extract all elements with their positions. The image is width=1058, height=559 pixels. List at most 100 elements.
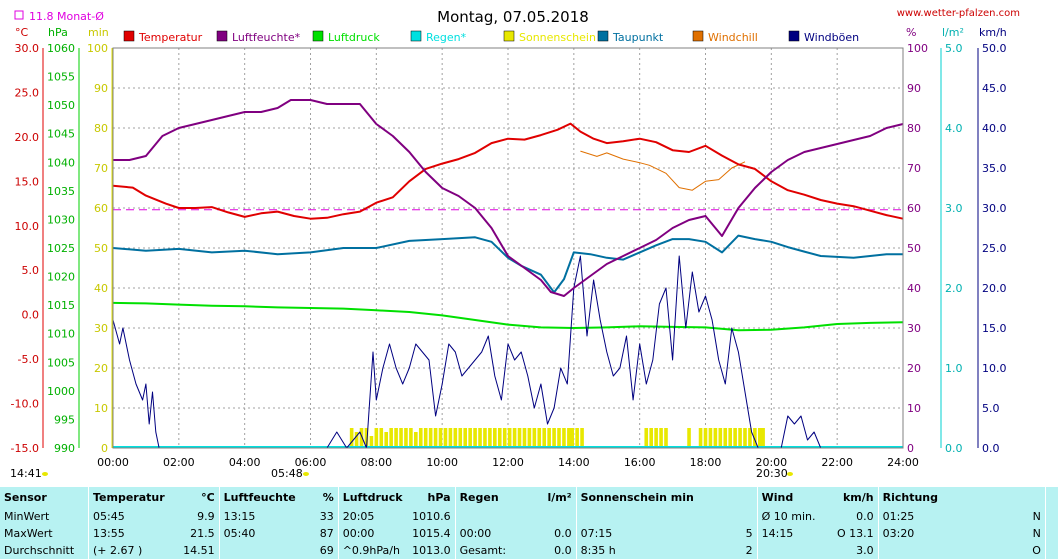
series-lines xyxy=(112,99,904,449)
series-line-windchill xyxy=(580,150,746,191)
table-cell: 13:15 xyxy=(223,510,256,523)
header-cell: hPa xyxy=(406,487,456,508)
humidity-tick-label: 100 xyxy=(907,42,928,55)
sunshine-tick-label: 40 xyxy=(94,282,108,295)
legend-label: Windchill xyxy=(708,31,758,44)
sunshine-bar xyxy=(448,428,453,448)
pressure-tick-label: 1015 xyxy=(47,299,75,312)
legend-label: Taupunkt xyxy=(612,31,664,44)
wind-tick-label: 30.0 xyxy=(982,202,1007,215)
sunrise-icon xyxy=(303,472,309,476)
sunset-icon xyxy=(787,472,793,476)
legend-label: Temperatur xyxy=(138,31,203,44)
pressure-tick-label: 1025 xyxy=(47,242,75,255)
legend-swatch xyxy=(597,30,609,42)
sunshine-bar xyxy=(664,428,668,448)
pressure-tick-label: 1060 xyxy=(47,42,75,55)
unit-rain: l/m² xyxy=(942,26,964,39)
row-label: MaxWert xyxy=(0,525,89,542)
table-cell: 87 xyxy=(299,525,339,542)
sunshine-bar xyxy=(502,428,507,448)
sunshine-bar xyxy=(562,428,566,448)
rain-tick-label: 4.0 xyxy=(945,122,963,135)
table-cell: ^0.9hPa/h xyxy=(342,544,400,557)
legend-label: Regen* xyxy=(426,31,467,44)
sunrise-time: 05:48 xyxy=(271,467,303,480)
sunshine-bar xyxy=(552,428,556,448)
wind-tick-label: 35.0 xyxy=(982,162,1007,175)
sunshine-bar xyxy=(473,428,477,448)
sunshine-bar xyxy=(522,428,527,448)
sunshine-bar xyxy=(493,428,497,448)
table-cell: 33 xyxy=(299,508,339,525)
sunshine-bar xyxy=(580,428,584,448)
wind-tick-label: 10.0 xyxy=(982,362,1007,375)
table-cell: N xyxy=(995,525,1046,542)
table-cell: 9.9 xyxy=(168,508,220,525)
sunshine-bar xyxy=(488,428,492,448)
table-cell xyxy=(576,508,710,525)
site-link[interactable]: www.wetter-pfalzen.com xyxy=(897,8,1020,19)
humidity-tick-label: 90 xyxy=(907,82,921,95)
sunshine-bar xyxy=(369,436,374,448)
sunshine-bar xyxy=(409,428,413,448)
sunshine-bar xyxy=(743,428,747,448)
table-cell xyxy=(1045,525,1058,542)
table-cell: 20:05 xyxy=(342,510,375,523)
sunshine-bar xyxy=(423,428,428,448)
sunshine-bar xyxy=(374,428,379,448)
pressure-tick-label: 1050 xyxy=(47,99,75,112)
x-tick-label: 10:00 xyxy=(426,456,458,469)
row-label: MinWert xyxy=(0,508,89,525)
legend-label: Luftfeuchte* xyxy=(232,31,301,44)
table-cell: (+ 2.67 ) xyxy=(93,544,143,557)
table-cell: Ø 10 min. xyxy=(761,510,816,523)
sunshine-bar xyxy=(384,432,389,448)
table-cell: 03:20 xyxy=(882,527,915,540)
wind-tick-label: 50.0 xyxy=(982,42,1007,55)
sunshine-bar xyxy=(532,428,537,448)
table-row: Durchschnitt (+ 2.67 ) 14.51 69 ^0.9hPa/… xyxy=(0,542,1058,559)
sunset-time: 20:30 xyxy=(756,467,788,480)
humidity-tick-label: 0 xyxy=(907,442,914,455)
legend: Temperatur Luftfeuchte* Luftdruck Regen* Son… xyxy=(123,30,859,44)
table-cell xyxy=(1045,542,1058,559)
sunshine-bar xyxy=(517,428,522,448)
humidity-tick-label: 50 xyxy=(907,242,921,255)
wind-tick-label: 15.0 xyxy=(982,322,1007,335)
pressure-tick-label: 1000 xyxy=(47,385,75,398)
x-tick-label: 18:00 xyxy=(690,456,722,469)
rain-tick-label: 1.0 xyxy=(945,362,963,375)
wind-tick-label: 0.0 xyxy=(982,442,1000,455)
temperature-tick-label: -5.0 xyxy=(18,353,39,366)
temperature-tick-label: 15.0 xyxy=(15,175,40,188)
weather-chart: Montag, 07.05.2018 www.wetter-pfalzen.co… xyxy=(10,8,1020,480)
humidity-tick-label: 20 xyxy=(907,362,921,375)
table-cell: 69 xyxy=(299,542,339,559)
table-cell: Gesamt: xyxy=(459,544,507,557)
sunshine-bar xyxy=(723,428,728,448)
sunshine-bar xyxy=(404,428,408,448)
sunshine-bar xyxy=(570,428,574,448)
pressure-tick-label: 1040 xyxy=(47,156,75,169)
legend-swatch xyxy=(216,30,228,42)
table-cell: 0.0 xyxy=(831,508,879,525)
sunshine-bar xyxy=(463,428,468,448)
legend-label: Sonnenschein xyxy=(519,31,596,44)
wind-tick-label: 25.0 xyxy=(982,242,1007,255)
plot-frame xyxy=(112,47,904,449)
table-cell xyxy=(527,508,577,525)
header-cell xyxy=(1045,487,1058,508)
temperature-tick-label: -15.0 xyxy=(11,442,39,455)
legend-swatch xyxy=(503,30,515,42)
table-cell xyxy=(455,508,528,525)
series-line-luftdruck xyxy=(112,301,904,332)
pressure-tick-label: 1020 xyxy=(47,271,75,284)
marker-time-left: 14:41 xyxy=(10,467,42,480)
table-cell: 00:00 xyxy=(459,527,492,540)
pressure-tick-label: 1035 xyxy=(47,185,75,198)
pressure-tick-label: 1055 xyxy=(47,71,75,84)
header-cell: Luftfeuchte xyxy=(223,491,296,504)
sunshine-tick-label: 30 xyxy=(94,322,108,335)
sunshine-bar xyxy=(748,428,752,448)
